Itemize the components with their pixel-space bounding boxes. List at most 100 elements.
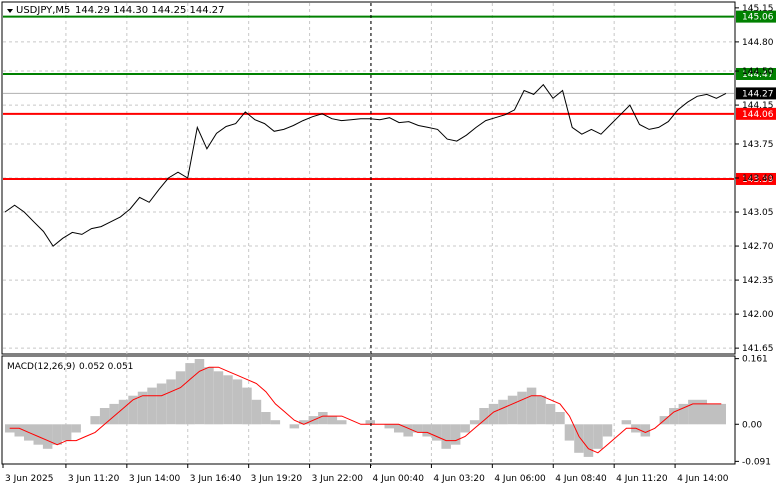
time-tick-label: 3 Jun 16:40 — [190, 474, 242, 484]
price-tick-label: 143.05 — [742, 208, 774, 218]
current-price-label: 144.27 — [742, 89, 774, 99]
time-tick-label: 4 Jun 00:40 — [373, 474, 425, 484]
macd-histogram-bar — [175, 371, 186, 425]
macd-histogram-bar — [194, 359, 205, 425]
macd-histogram-bar — [403, 424, 413, 437]
macd-histogram-bar — [42, 424, 53, 449]
macd-histogram-bar — [223, 375, 233, 425]
macd-histogram-bar — [716, 403, 726, 425]
macd-histogram-bar — [479, 408, 489, 425]
macd-histogram-bar — [640, 424, 651, 437]
macd-histogram-bar — [526, 387, 537, 425]
macd-histogram-bar — [394, 424, 404, 433]
macd-histogram-bar — [412, 424, 423, 433]
level-price-badge — [736, 67, 776, 80]
symbol-timeframe: USDJPY,M5 — [16, 5, 70, 16]
level-price-badge — [736, 107, 776, 120]
macd-histogram-bar — [327, 416, 338, 425]
price-tick-label: 143.40 — [742, 174, 774, 184]
price-tick-label: 142.35 — [742, 276, 774, 286]
price-tick-label: 144.50 — [742, 67, 774, 77]
level-price-label: 144.47 — [742, 70, 774, 80]
macd-histogram-bar — [621, 420, 632, 425]
macd-histogram-bar — [270, 420, 281, 425]
chevron-down-icon[interactable] — [7, 9, 13, 13]
price-line-layer — [4, 83, 727, 247]
macd-histogram-bar — [555, 412, 565, 425]
macd-values: 0.052 0.051 — [79, 362, 133, 372]
macd-histogram-bar — [707, 403, 717, 425]
macd-histogram-bar — [517, 391, 527, 425]
macd-histogram-bar — [697, 399, 707, 425]
macd-histogram-bar — [261, 412, 271, 425]
macd-histogram-bar — [109, 403, 119, 425]
macd-histogram-bar — [384, 424, 394, 429]
macd-histogram-bar — [118, 399, 129, 425]
macd-histogram-bar — [678, 403, 689, 425]
price-tick-label: 145.15 — [742, 4, 774, 14]
time-tick-label: 4 Jun 11:20 — [616, 474, 668, 484]
level-price-badge — [736, 10, 776, 23]
current-price-badge — [736, 87, 776, 100]
support-resistance-levels: 145.06 144.47 144.06 143.39 144.27 — [3, 10, 776, 185]
macd-histogram-bar — [688, 399, 698, 425]
time-tick-label: 3 Jun 14:00 — [129, 474, 181, 484]
macd-histogram-bar — [450, 424, 461, 445]
macd-histogram-bar — [669, 408, 679, 425]
macd-histogram-bar — [365, 420, 375, 425]
macd-histogram-bar — [99, 408, 110, 425]
macd-histogram-bar — [469, 420, 480, 425]
time-tick-label: 4 Jun 06:00 — [494, 474, 546, 484]
macd-histogram-bar — [232, 379, 243, 425]
price-tick-label: 143.75 — [742, 140, 774, 150]
level-price-label: 144.06 — [742, 110, 774, 120]
level-price-badge — [736, 172, 776, 185]
macd-histogram-bar — [460, 424, 470, 433]
macd-histogram-bar — [318, 412, 328, 425]
macd-histogram-bar — [564, 424, 575, 441]
time-tick-label: 4 Jun 14:00 — [677, 474, 729, 484]
axes: 145.15 144.80 144.50 144.15 143.75 143.40 143.… — [2, 4, 774, 484]
price-tick-label: 144.15 — [742, 101, 774, 111]
macd-histogram-bar — [166, 379, 176, 425]
macd-histogram-bar — [14, 424, 24, 437]
macd-histogram-bar — [213, 371, 224, 425]
macd-histogram-bar — [251, 399, 262, 425]
macd-histogram-bar — [507, 395, 518, 425]
macd-histogram-bar — [574, 424, 584, 453]
macd-histogram-bar — [337, 420, 347, 425]
time-tick-label: 3 Jun 11:20 — [68, 474, 120, 484]
price-tick-label: 142.70 — [742, 242, 774, 252]
macd-histogram-bar — [90, 416, 100, 425]
macd-histogram-bar — [52, 424, 62, 445]
macd-histogram-bar — [33, 424, 43, 445]
macd-histogram-bar — [602, 424, 613, 437]
macd-histogram-bar — [441, 424, 451, 449]
macd-histogram-bar — [583, 424, 594, 457]
price-tick-label: 141.65 — [742, 344, 774, 354]
macd-histogram-bar — [185, 363, 195, 425]
macd-signal-line — [9, 366, 722, 454]
time-tick-label: 3 Jun 19:20 — [251, 474, 303, 484]
time-tick-label: 4 Jun 03:20 — [433, 474, 485, 484]
macd-histogram-bar — [431, 424, 442, 441]
macd-histogram-bar — [147, 387, 157, 425]
price-series-line — [4, 83, 727, 247]
macd-tick-label: 0.00 — [742, 420, 762, 430]
macd-histogram-bar — [536, 395, 546, 425]
macd-histogram-bar — [61, 424, 72, 441]
macd-tick-label: 0.161 — [742, 355, 768, 365]
time-tick-label: 3 Jun 22:00 — [312, 474, 364, 484]
macd-histogram-bar — [488, 403, 499, 425]
macd-histogram-bar — [593, 424, 603, 449]
macd-tick-label: -0.091 — [742, 457, 771, 467]
macd-histogram-bar — [289, 424, 300, 429]
macd-histogram-bar — [242, 387, 252, 425]
price-tick-label: 142.00 — [742, 310, 774, 320]
macd-histogram-bar — [71, 424, 81, 433]
macd-histogram-bar — [128, 395, 138, 425]
price-tick-label: 144.80 — [742, 38, 774, 48]
macd-histogram-bar — [299, 420, 309, 425]
